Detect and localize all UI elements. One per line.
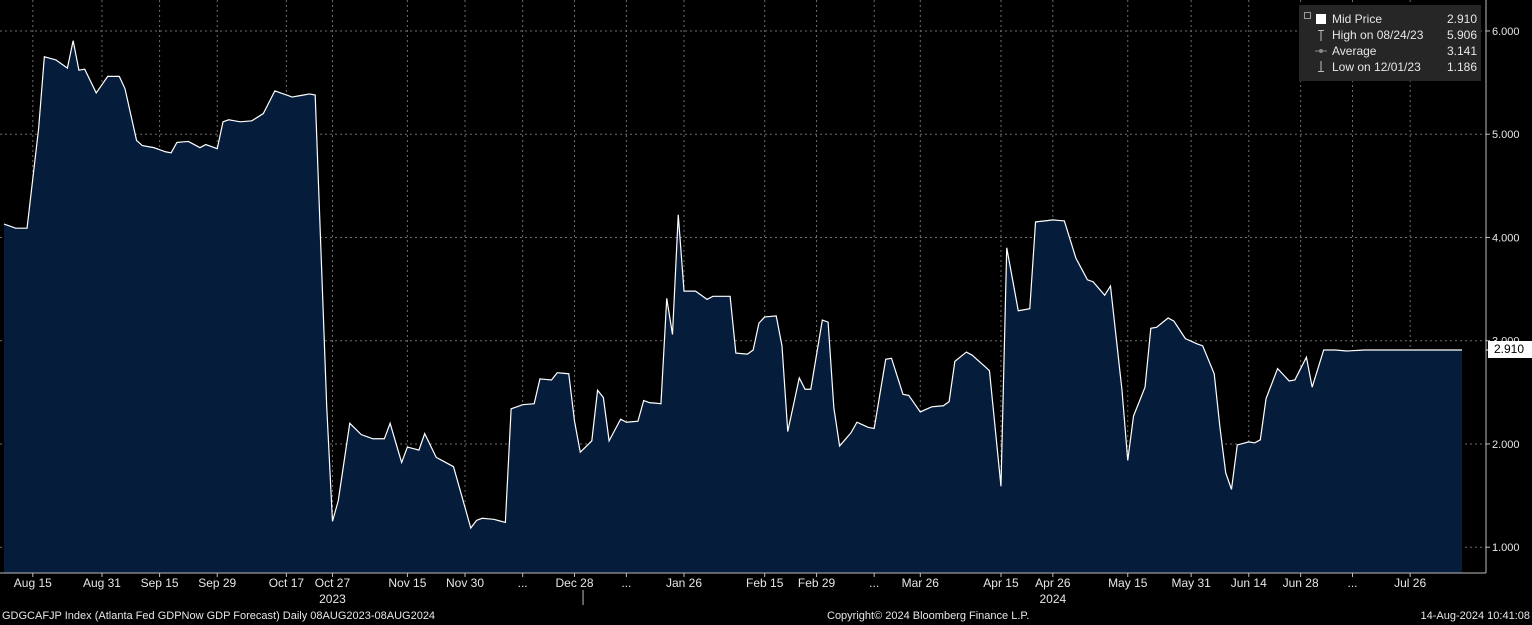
- year-label: 2024: [1039, 592, 1066, 606]
- high-marker-icon: [1314, 27, 1328, 43]
- y-tick-label: 4.000: [1492, 232, 1520, 244]
- x-tick-label: Oct 27: [315, 576, 351, 590]
- x-tick-label: Sep 29: [198, 576, 236, 590]
- legend-label: Mid Price: [1332, 12, 1383, 26]
- x-tick-label: Jun 28: [1283, 576, 1319, 590]
- legend-label: Low on 12/01/23: [1332, 60, 1421, 74]
- x-tick-label: ...: [1347, 576, 1357, 590]
- x-tick-label: ...: [869, 576, 879, 590]
- legend-row-low: Low on 12/01/23 1.186: [1299, 59, 1481, 75]
- x-tick-label: Nov 30: [446, 576, 484, 590]
- grid-layer: [0, 0, 1486, 573]
- mid-price-line: [3, 40, 1462, 530]
- legend-row-high: High on 08/24/23 5.906: [1299, 27, 1481, 43]
- footer-timestamp: 14-Aug-2024 10:41:08: [1420, 610, 1530, 622]
- x-tick-label: Apr 15: [983, 576, 1019, 590]
- legend-label: High on 08/24/23: [1332, 28, 1424, 42]
- legend[interactable]: Mid Price 2.910 High on 08/24/23 5.906 A…: [1299, 5, 1481, 81]
- x-tick-label: Dec 28: [556, 576, 594, 590]
- x-tick-label: Oct 17: [269, 576, 305, 590]
- x-tick-label: Aug 31: [83, 576, 121, 590]
- x-tick-label: Jul 26: [1394, 576, 1426, 590]
- x-tick-label: Jan 26: [666, 576, 702, 590]
- last-value-tag: 2.910: [1488, 341, 1532, 359]
- low-marker-icon: [1314, 59, 1328, 75]
- x-tick-label: Feb 29: [798, 576, 836, 590]
- y-tick-label: 1.000: [1492, 542, 1520, 554]
- legend-value: 2.910: [1446, 12, 1477, 26]
- legend-value: 5.906: [1446, 28, 1477, 42]
- legend-collapse-icon[interactable]: [1304, 12, 1311, 19]
- y-tick-label: 6.000: [1492, 26, 1520, 38]
- x-tick-label: Mar 26: [902, 576, 940, 590]
- average-marker-icon: [1314, 43, 1328, 59]
- footer-copyright: Copyright© 2024 Bloomberg Finance L.P.: [827, 610, 1030, 622]
- x-tick-label: ...: [518, 576, 528, 590]
- footer-security-description: GDGCAFJP Index (Atlanta Fed GDPNow GDP F…: [2, 610, 436, 622]
- legend-value: 3.141: [1446, 44, 1477, 58]
- y-tick-label: 2.000: [1492, 439, 1520, 451]
- x-tick-label: May 31: [1171, 576, 1211, 590]
- x-tick-label: May 15: [1108, 576, 1148, 590]
- legend-value: 1.186: [1446, 60, 1477, 74]
- x-tick-label: Jun 14: [1231, 576, 1267, 590]
- legend-row-average: Average 3.141: [1299, 43, 1481, 59]
- x-tick-label: Sep 15: [141, 576, 179, 590]
- filled-square-icon: [1314, 11, 1328, 27]
- legend-label: Average: [1332, 44, 1377, 58]
- x-tick-label: ...: [621, 576, 631, 590]
- mid-price-area: [4, 40, 1462, 574]
- x-tick-label: Feb 15: [746, 576, 784, 590]
- x-tick-label: Nov 15: [388, 576, 426, 590]
- y-tick-label: 5.000: [1492, 129, 1520, 141]
- legend-row-mid-price: Mid Price 2.910: [1299, 11, 1481, 27]
- x-tick-label: Apr 26: [1035, 576, 1071, 590]
- year-label: 2023: [319, 592, 346, 606]
- x-tick-label: Aug 15: [14, 576, 52, 590]
